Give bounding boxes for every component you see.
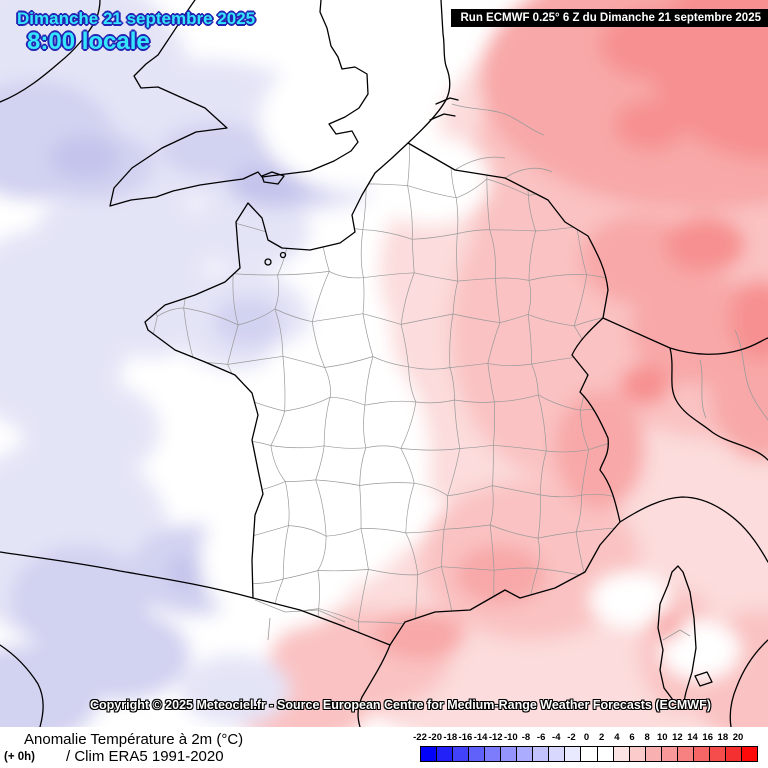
coastlines: [0, 0, 768, 727]
color-scale: -22 -20 -18 -16 -14 -12 -10 -8 -6 -4 -2 0 2 4 6 8 10 12 14…: [413, 732, 758, 766]
scale-cell: [452, 746, 470, 762]
map-time-label: 8:00 locale: [27, 28, 150, 55]
corsica-coast: [657, 565, 697, 707]
swiss-border: [602, 317, 768, 355]
scale-tick-label: -10: [503, 732, 518, 743]
foreign-admin-borders: [254, 103, 768, 641]
scale-tick-label: -8: [521, 732, 531, 743]
legend-title: Anomalie Température à 2m (°C): [24, 731, 244, 748]
scale-tick-label: 18: [717, 732, 729, 743]
model-run-banner: Run ECMWF 0.25° 6 Z du Dimanche 21 septe…: [450, 9, 768, 27]
scale-tick-label: 6: [629, 732, 635, 743]
tuscany-coast: [729, 639, 768, 727]
scale-cell: [724, 746, 742, 762]
scale-tick-label: -18: [443, 732, 458, 743]
scale-tick-label: 10: [656, 732, 668, 743]
date-overlay: Dimanche 21 septembre 2025 8:00 locale: [17, 10, 255, 54]
map-canvas[interactable]: Dimanche 21 septembre 2025 8:00 locale R…: [0, 0, 768, 727]
scale-tick-label: 8: [644, 732, 650, 743]
scale-cell: [708, 746, 726, 762]
scale-tick-label: -22: [413, 732, 427, 743]
scale-tick-label: -20: [428, 732, 443, 743]
elba-island: [694, 671, 713, 687]
scale-cell: [644, 746, 662, 762]
spain-east-coast: [357, 644, 391, 727]
scale-cell: [612, 746, 630, 762]
anomaly-field: [0, 0, 768, 727]
scale-cell: [516, 746, 534, 762]
scale-tick-label: 16: [702, 732, 713, 743]
ireland-coast: [0, 0, 101, 103]
scale-cell-row: [420, 746, 758, 762]
scale-tick-label: 12: [672, 732, 683, 743]
scale-tick-label: 14: [687, 732, 698, 743]
legend-strip: Anomalie Température à 2m (°C) (+ 0h) / …: [0, 727, 768, 768]
scale-cell: [596, 746, 614, 762]
scale-tick-label: -4: [552, 732, 561, 743]
scale-tick-label: 2: [599, 732, 605, 743]
scale-tick-label: -12: [488, 732, 503, 743]
scale-cell: [660, 746, 678, 762]
spain-north-coast: [0, 551, 254, 599]
alps-border: [669, 347, 768, 461]
isle-of-wight: [261, 171, 285, 185]
scale-tick-label: 0: [583, 732, 590, 743]
scale-cell: [628, 746, 646, 762]
scale-cell: [580, 746, 598, 762]
scale-cell: [436, 746, 454, 762]
scale-cell: [468, 746, 486, 762]
britain-coast: [109, 0, 369, 207]
scale-cell: [500, 746, 518, 762]
scale-cell: [484, 746, 502, 762]
spain-west-coast: [0, 644, 44, 727]
climatology-label: / Clim ERA5 1991-2020: [66, 748, 224, 765]
scale-cell: [420, 746, 438, 762]
scale-tick-label: -14: [473, 732, 488, 743]
scale-tick-label: -6: [536, 732, 546, 743]
scale-tick-label: 20: [732, 732, 744, 743]
scale-cell: [564, 746, 582, 762]
forecast-offset-label: (+ 0h): [4, 751, 35, 763]
scale-cell: [548, 746, 566, 762]
copyright-text: Copyright © 2025 Meteociel.fr - Source E…: [90, 698, 711, 712]
scale-tick-label: -16: [458, 732, 473, 743]
liguria-coast: [619, 496, 768, 563]
scale-tick-row: -22 -20 -18 -16 -14 -12 -10 -8 -6 -4 -2 0 2 4 6 8 10 12 14…: [413, 732, 743, 744]
scale-tick-label: -2: [567, 732, 576, 743]
anomaly-map: [0, 0, 768, 727]
scale-cell: [692, 746, 710, 762]
scale-cell: [676, 746, 694, 762]
scale-cell: [740, 746, 758, 762]
scale-cell: [532, 746, 550, 762]
map-date-label: Dimanche 21 septembre 2025: [17, 9, 256, 28]
scale-tick-label: 4: [614, 732, 620, 743]
